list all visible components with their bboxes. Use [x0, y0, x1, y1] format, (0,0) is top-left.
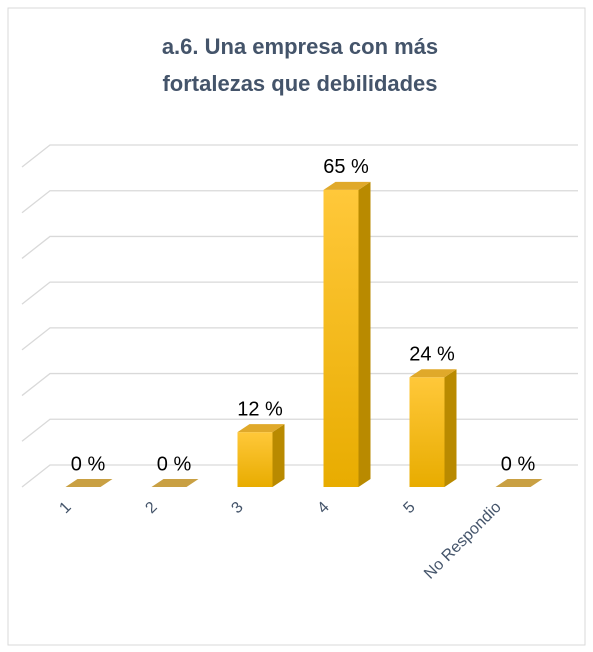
- bar-side: [272, 424, 285, 487]
- bar-top: [409, 369, 457, 378]
- bar-front: [237, 432, 273, 487]
- bar: [237, 424, 285, 487]
- data-label: 65 %: [323, 156, 369, 178]
- bar: [409, 369, 457, 487]
- bar-top: [323, 181, 371, 190]
- bar-side: [358, 181, 371, 487]
- bar-top: [151, 479, 199, 487]
- data-label: 0 %: [157, 453, 192, 475]
- grid-line: [21, 327, 578, 351]
- bar-top: [237, 424, 285, 433]
- grid-line: [21, 281, 578, 305]
- chart-title: fortalezas que debilidades: [162, 71, 437, 96]
- grid-line: [21, 372, 578, 397]
- bar-top: [65, 479, 113, 487]
- bar: [65, 479, 113, 487]
- bar-front: [409, 377, 445, 487]
- bar-side: [444, 369, 457, 487]
- grid-line: [21, 144, 578, 168]
- bar-front: [323, 189, 359, 487]
- bar: [323, 181, 371, 487]
- chart-border: [7, 7, 586, 646]
- data-label: 0 %: [501, 453, 536, 475]
- bar: [495, 479, 543, 487]
- chart-title: a.6. Una empresa con más: [162, 34, 438, 59]
- grid-line: [21, 235, 578, 259]
- grid-line: [21, 464, 578, 488]
- data-label: 12 %: [237, 398, 283, 420]
- bar-top: [495, 479, 543, 487]
- data-label: 0 %: [71, 453, 106, 475]
- data-label: 24 %: [409, 344, 455, 366]
- grid-line: [21, 190, 578, 214]
- bar: [151, 479, 199, 487]
- grid-line: [21, 418, 578, 442]
